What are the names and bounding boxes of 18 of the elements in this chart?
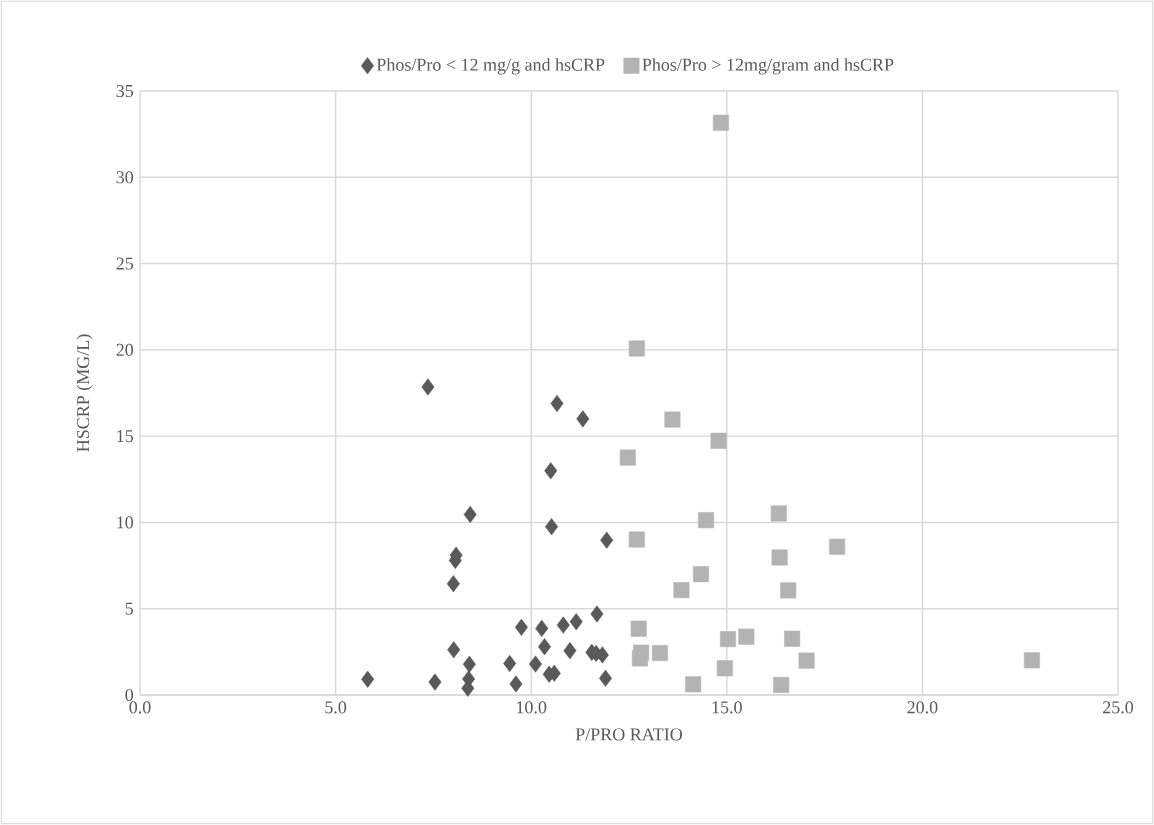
y-tick-label: 10 — [117, 516, 134, 529]
y-tick-label: 15 — [117, 430, 134, 443]
y-tick-label: 0 — [125, 688, 134, 702]
x-tick-label: 0.0 — [129, 701, 151, 714]
x-tick-label: 20.0 — [907, 701, 938, 714]
y-tick-label: 30 — [116, 171, 134, 184]
x-axis-title: P/PRO RATIO — [575, 728, 683, 741]
y-tick-label: 20 — [116, 343, 134, 356]
x-tick-label: 25.0 — [1103, 701, 1134, 714]
y-axis-title: HSCRP (MG/L) — [76, 334, 93, 452]
legend-label: Phos/Pro < 12 mg/g and hsCRP — [376, 58, 605, 75]
x-tick-label: 15.0 — [712, 701, 742, 714]
legend-label: Phos/Pro > 12mg/gram and hsCRP — [642, 58, 894, 75]
y-tick-label: 35 — [116, 84, 134, 98]
x-tick-label: 5.0 — [325, 701, 347, 714]
x-tick-label: 10.0 — [517, 701, 547, 714]
y-tick-label: 5 — [125, 602, 134, 615]
y-tick-label: 25 — [116, 257, 134, 270]
